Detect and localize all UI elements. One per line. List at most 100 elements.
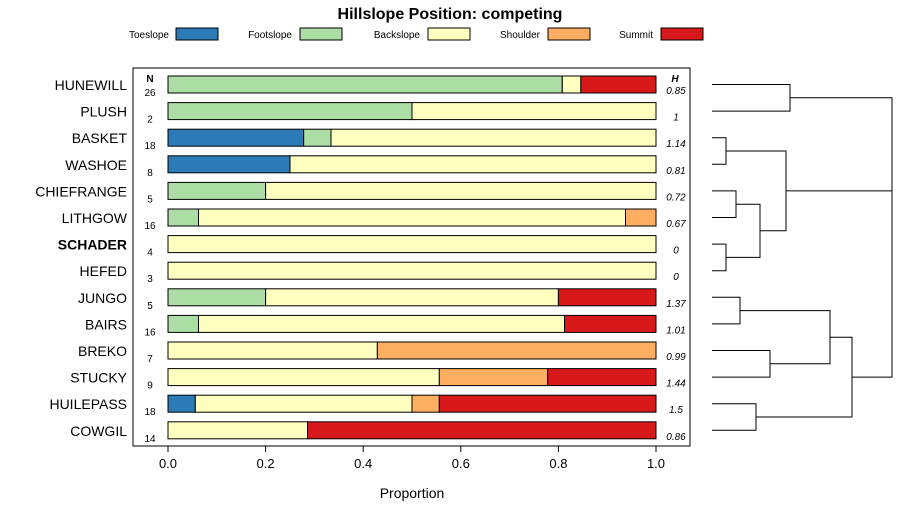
bar-plush-backslope	[411, 102, 657, 121]
bar-schader-backslope	[167, 235, 657, 254]
x-axis: 0.0 0.2 0.4 0.6 0.8 1.0	[159, 446, 665, 471]
dendro-merge-1	[712, 137, 727, 165]
bar-lithgow-shoulder	[625, 208, 657, 227]
bar-jungo-footslope	[167, 288, 267, 307]
h-value-lithgow: 0.67	[666, 219, 686, 230]
row-label-hefed: HEFED	[80, 263, 127, 279]
legend-label-shoulder: Shoulder	[500, 30, 541, 41]
n-values-group: 26 2 18 8 5 16 4 3 5 16 7 9 18 14	[144, 88, 156, 445]
x-tick-label-4: 0.8	[549, 456, 567, 471]
row-label-plush: PLUSH	[80, 104, 127, 120]
bar-basket-footslope	[303, 128, 332, 147]
h-values-group: 0.85 1 1.14 0.81 0.72 0.67 0 0 1.37 1.01 0.99 1.44 1…	[666, 86, 686, 443]
chart-title: Hillslope Position: competing	[338, 6, 563, 23]
x-tick-label-3: 0.6	[452, 456, 470, 471]
legend-label-backslope: Backslope	[374, 30, 421, 41]
row-label-huilepass: HUILEPASS	[49, 396, 127, 412]
h-value-washoe: 0.81	[666, 166, 685, 177]
h-value-breko: 0.99	[666, 352, 686, 363]
dendro-merge-6	[712, 403, 757, 431]
bar-huilepass-shoulder	[411, 394, 440, 413]
dendro-node-c	[786, 97, 893, 192]
legend-swatch-summit	[660, 27, 704, 41]
bar-huilepass-backslope	[194, 394, 413, 413]
n-value-stucky: 9	[147, 381, 153, 392]
dendro-node-d	[740, 310, 831, 365]
h-value-bairs: 1.01	[666, 325, 685, 336]
n-value-lithgow: 16	[144, 221, 156, 232]
bar-cowgil-backslope	[167, 421, 309, 440]
bar-jungo-backslope	[265, 288, 559, 307]
bar-basket-backslope	[330, 128, 657, 147]
dendro-root	[852, 144, 893, 378]
bar-plush-footslope	[167, 102, 413, 121]
row-label-chiefrange: CHIEFRANGE	[35, 183, 127, 199]
bar-bairs-backslope	[198, 314, 565, 333]
dendrogram	[712, 84, 893, 431]
row-label-cowgil: COWGIL	[70, 423, 127, 439]
x-tick-label-5: 1.0	[647, 456, 665, 471]
row-label-lithgow: LITHGOW	[62, 210, 128, 226]
bars-group	[167, 75, 657, 440]
legend-swatch-shoulder	[547, 27, 591, 41]
h-value-stucky: 1.44	[666, 379, 686, 390]
row-label-washoe: WASHOE	[65, 157, 127, 173]
bar-huilepass-summit	[438, 394, 657, 413]
n-value-bairs: 16	[144, 327, 156, 338]
h-value-schader: 0	[673, 246, 679, 257]
legend-label-footslope: Footslope	[248, 30, 292, 41]
bar-huilepass-toeslope	[167, 394, 196, 413]
h-value-cowgil: 0.86	[666, 432, 686, 443]
h-value-plush: 1	[673, 113, 679, 124]
bar-hunewill-summit	[580, 75, 657, 94]
row-label-stucky: STUCKY	[70, 370, 127, 386]
dendro-merge-5	[712, 350, 771, 378]
bar-lithgow-backslope	[198, 208, 626, 227]
x-tick-label-1: 0.2	[257, 456, 275, 471]
n-value-plush: 2	[147, 115, 153, 126]
bar-jungo-summit	[557, 288, 657, 307]
dendro-node-a	[726, 203, 761, 258]
bar-washoe-toeslope	[167, 155, 291, 174]
bar-bairs-summit	[564, 314, 657, 333]
plot-frame	[132, 67, 691, 447]
row-label-breko: BREKO	[78, 343, 127, 359]
n-value-huilepass: 18	[144, 407, 156, 418]
legend-swatch-footslope	[299, 27, 343, 41]
dendro-merge-4	[712, 296, 741, 325]
row-label-jungo: JUNGO	[78, 290, 127, 306]
n-value-hunewill: 26	[144, 88, 156, 99]
dendro-merge-2	[712, 190, 737, 218]
n-value-basket: 18	[144, 141, 156, 152]
bar-chiefrange-backslope	[265, 181, 657, 200]
x-tick-label-0: 0.0	[159, 456, 177, 471]
h-value-chiefrange: 0.72	[666, 192, 686, 203]
bar-stucky-backslope	[167, 368, 440, 387]
bar-stucky-shoulder	[438, 368, 549, 387]
row-label-hunewill: HUNEWILL	[55, 77, 128, 93]
bar-hunewill-footslope	[167, 75, 563, 94]
h-header: H	[671, 74, 679, 85]
h-value-hunewill: 0.85	[666, 86, 686, 97]
row-label-bairs: BAIRS	[85, 316, 127, 332]
h-value-hefed: 0	[673, 272, 679, 283]
n-value-cowgil: 14	[144, 434, 156, 445]
row-labels-group: HUNEWILL PLUSH BASKET WASHOE CHIEFRANGE LITHG…	[35, 77, 128, 439]
row-label-basket: BASKET	[72, 130, 128, 146]
bar-cowgil-summit	[307, 421, 657, 440]
bar-chiefrange-footslope	[167, 181, 267, 200]
h-value-huilepass: 1.5	[669, 405, 683, 416]
bar-washoe-backslope	[289, 155, 657, 174]
x-axis-label: Proportion	[380, 485, 445, 501]
bar-lithgow-footslope	[167, 208, 199, 227]
h-value-basket: 1.14	[666, 139, 686, 150]
x-tick-label-2: 0.4	[354, 456, 372, 471]
legend-swatch-toeslope	[175, 27, 219, 41]
n-value-jungo: 5	[147, 301, 153, 312]
bar-basket-toeslope	[167, 128, 305, 147]
legend-label-toeslope: Toeslope	[129, 30, 169, 41]
dendro-merge-3	[712, 243, 727, 272]
bar-breko-shoulder	[376, 341, 657, 360]
